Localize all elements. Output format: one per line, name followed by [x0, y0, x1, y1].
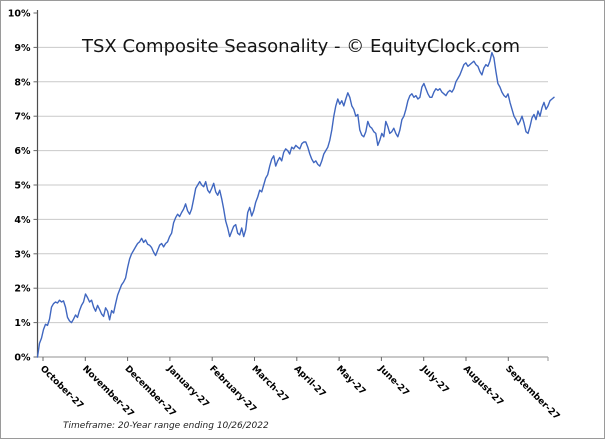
y-axis-label: 7% — [14, 112, 31, 123]
seasonality-line — [36, 51, 555, 358]
chart-footnote: Timeframe: 20-Year range ending 10/26/20… — [63, 421, 269, 431]
y-axis-label: 3% — [14, 249, 31, 260]
x-axis-label: October-27 — [38, 364, 85, 411]
x-axis-label: January-27 — [164, 363, 211, 410]
x-axis-label: April-27 — [292, 364, 328, 400]
y-axis-label: 5% — [14, 181, 31, 192]
y-axis-label: 8% — [14, 77, 31, 88]
x-axis-label: March-27 — [249, 364, 290, 405]
x-axis-label: June-27 — [376, 363, 411, 398]
y-axis-label: 6% — [14, 146, 31, 157]
y-axis-label: 9% — [14, 43, 31, 54]
chart-title: TSX Composite Seasonality - © EquityCloc… — [82, 36, 520, 57]
y-axis-label: 2% — [14, 284, 31, 295]
y-axis-label: 4% — [14, 215, 31, 226]
x-axis-label: July-27 — [418, 363, 451, 396]
y-axis-label: 0% — [14, 353, 31, 364]
x-axis-label: August-27 — [461, 364, 505, 408]
y-axis-label: 1% — [14, 318, 31, 329]
y-axis-label: 10% — [8, 9, 31, 20]
x-axis-label: September-27 — [503, 364, 561, 422]
x-axis-label: May-27 — [334, 364, 367, 397]
